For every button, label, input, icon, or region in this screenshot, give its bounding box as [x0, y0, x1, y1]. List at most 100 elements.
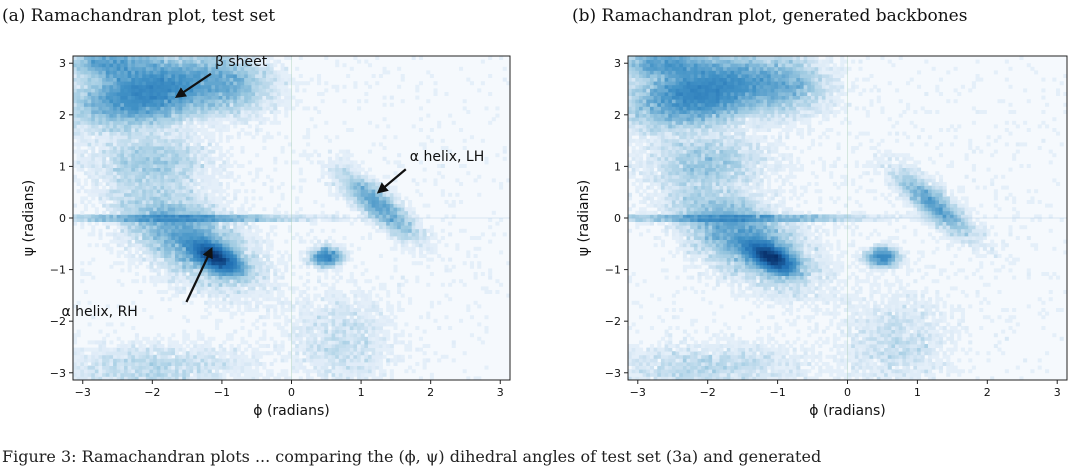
density-cell — [236, 232, 241, 237]
density-cell — [429, 300, 434, 305]
density-cell — [127, 354, 132, 359]
density-cell — [215, 225, 220, 230]
density-cell — [189, 254, 194, 258]
density-cell — [113, 160, 118, 165]
density-cell — [240, 128, 245, 132]
density-cell — [233, 275, 238, 280]
density-cell — [200, 228, 205, 233]
density-cell — [233, 225, 238, 230]
density-cell — [240, 279, 245, 284]
density-cell — [80, 117, 85, 122]
density-cell — [400, 232, 405, 237]
density-cell — [218, 113, 223, 118]
density-cell — [174, 99, 180, 104]
density-cell — [189, 171, 194, 176]
density-cell — [346, 178, 351, 183]
density-cell — [138, 290, 143, 294]
density-cell — [211, 192, 216, 197]
density-cell — [371, 372, 376, 377]
density-cell — [364, 300, 369, 305]
density-cell — [273, 322, 278, 327]
density-cell — [316, 365, 322, 370]
density-cell — [255, 228, 260, 233]
density-cell — [346, 128, 351, 132]
density-cell — [134, 102, 139, 107]
density-cell — [349, 336, 354, 341]
density-cell — [324, 336, 329, 341]
density-cell — [331, 365, 336, 370]
density-cell — [145, 84, 150, 89]
density-cell — [247, 286, 252, 291]
density-cell — [316, 275, 322, 280]
density-cell — [142, 275, 147, 280]
density-cell — [255, 84, 260, 89]
density-cell — [193, 239, 198, 244]
density-cell — [218, 232, 223, 237]
density-cell — [189, 160, 194, 165]
density-cell — [109, 156, 114, 161]
density-cell — [167, 210, 172, 215]
density-cell — [113, 239, 118, 244]
density-cell — [338, 322, 343, 327]
density-cell — [182, 200, 187, 204]
density-cell — [251, 279, 256, 284]
density-cell — [116, 207, 121, 212]
density-cell — [80, 142, 85, 147]
density-cell — [196, 146, 201, 150]
density-cell — [244, 84, 249, 89]
density-cell — [105, 243, 110, 248]
density-cell — [178, 135, 183, 140]
density-cell — [153, 189, 158, 194]
density-cell — [367, 84, 373, 89]
density-cell — [116, 354, 121, 359]
density-cell — [171, 236, 176, 240]
density-cell — [397, 290, 402, 294]
density-cell — [349, 174, 354, 179]
density-cell — [273, 95, 278, 100]
density-cell — [225, 351, 230, 356]
density-cell — [258, 336, 263, 341]
density-cell — [149, 153, 154, 158]
density-cell — [211, 164, 216, 168]
density-cell — [240, 236, 245, 240]
density-cell — [138, 200, 143, 204]
density-cell — [240, 117, 245, 122]
density-cell — [109, 372, 114, 377]
density-cell — [346, 164, 351, 168]
density-cell — [316, 81, 322, 86]
density-cell — [459, 279, 464, 284]
density-cell — [236, 135, 241, 140]
density-cell — [134, 131, 139, 136]
density-cell — [105, 164, 110, 168]
density-cell — [207, 304, 212, 309]
density-cell — [153, 146, 158, 150]
density-cell — [156, 261, 161, 266]
density-cell — [156, 171, 161, 176]
density-cell — [360, 210, 365, 215]
density-cell — [313, 293, 318, 298]
density-cell — [244, 365, 249, 370]
density-cell — [404, 322, 409, 327]
density-cell — [156, 207, 161, 212]
density-cell — [397, 225, 402, 230]
density-cell — [87, 354, 92, 359]
density-cell — [98, 232, 103, 237]
density-cell — [196, 225, 201, 230]
density-cell — [174, 88, 180, 93]
density-cell — [160, 196, 165, 201]
density-cell — [193, 243, 198, 248]
density-cell — [276, 95, 281, 100]
density-cell — [346, 279, 351, 284]
density-cell — [185, 135, 190, 140]
density-cell — [160, 146, 165, 150]
density-cell — [331, 347, 336, 352]
density-cell — [276, 347, 281, 352]
density-cell — [331, 282, 336, 287]
density-cell — [262, 84, 267, 89]
density-cell — [145, 167, 150, 172]
density-cell — [196, 207, 201, 212]
density-cell — [371, 351, 376, 356]
density-cell — [251, 232, 256, 237]
density-cell — [182, 146, 187, 150]
density-cell — [255, 225, 260, 230]
